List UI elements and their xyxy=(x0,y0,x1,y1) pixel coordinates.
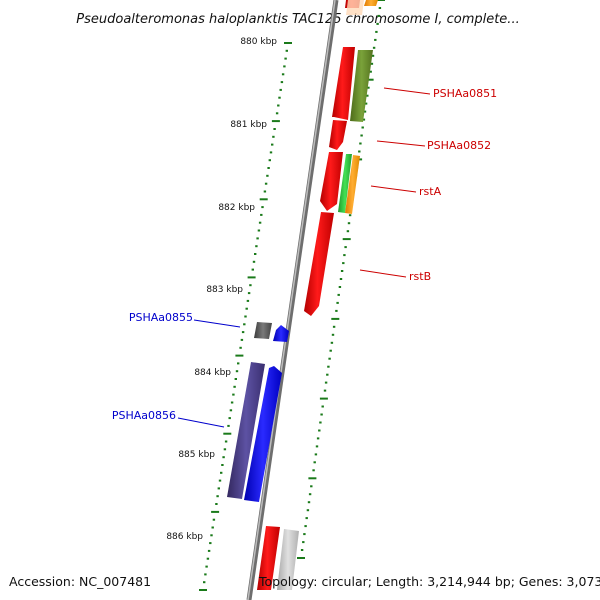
gene-track-reverse xyxy=(227,322,289,502)
gene-feature-blue-0856[interactable] xyxy=(244,366,282,502)
scale-label-880: 880 kbp xyxy=(240,37,277,47)
gene-label-PSHAa0855[interactable]: PSHAa0855 xyxy=(129,311,193,324)
scale-labels: 880 kbp 881 kbp 882 kbp 883 kbp 884 kbp … xyxy=(166,37,277,542)
gene-feature-gray-0855[interactable] xyxy=(254,322,272,339)
scale-label-885: 885 kbp xyxy=(178,450,215,460)
gene-label-rstA[interactable]: rstA xyxy=(419,185,442,198)
gene-feature-red-0851[interactable] xyxy=(332,47,355,120)
accession-text: Accession: NC_007481 xyxy=(9,574,151,589)
gene-feature-red-0852[interactable] xyxy=(329,120,347,150)
gene-feature-blue-small[interactable] xyxy=(273,325,289,342)
scale-ticks-right xyxy=(297,0,385,559)
gene-feature-green-rstA[interactable] xyxy=(338,154,352,213)
gene-feature-red-rstA[interactable] xyxy=(320,152,343,211)
gene-feature-orange-rstA[interactable] xyxy=(345,155,360,214)
gene-label-leaders xyxy=(177,87,431,428)
scale-label-882: 882 kbp xyxy=(218,203,255,213)
gene-feature-purple-0856[interactable] xyxy=(227,362,265,499)
gene-feature-bottom-red[interactable] xyxy=(257,526,280,590)
gene-label-PSHAa0856[interactable]: PSHAa0856 xyxy=(112,409,176,422)
gene-labels: PSHAa0851 PSHAa0852 rstA rstB PSHAa0855 … xyxy=(112,87,497,422)
gene-track-forward xyxy=(257,0,378,590)
gene-feature-red-rstB[interactable] xyxy=(304,212,334,316)
scale-label-883: 883 kbp xyxy=(206,285,243,295)
gene-label-PSHAa0851[interactable]: PSHAa0851 xyxy=(433,87,497,100)
gene-label-PSHAa0852[interactable]: PSHAa0852 xyxy=(427,139,491,152)
gene-feature-top-orange[interactable] xyxy=(364,0,378,6)
gene-feature-olive-0851[interactable] xyxy=(350,50,373,122)
gene-feature-top-peach[interactable] xyxy=(346,0,364,15)
gene-label-rstB[interactable]: rstB xyxy=(409,270,431,283)
scale-label-884: 884 kbp xyxy=(194,368,231,378)
map-title: Pseudoalteromonas haloplanktis TAC125 ch… xyxy=(76,12,519,27)
scale-ticks-left xyxy=(199,42,292,591)
scale-label-886: 886 kbp xyxy=(166,532,203,542)
chromosome-backbone xyxy=(246,0,339,600)
gene-feature-bottom-lightgray[interactable] xyxy=(277,529,299,590)
scale-label-881: 881 kbp xyxy=(230,120,267,130)
topology-text: Topology: circular; Length: 3,214,944 bp… xyxy=(258,574,600,589)
